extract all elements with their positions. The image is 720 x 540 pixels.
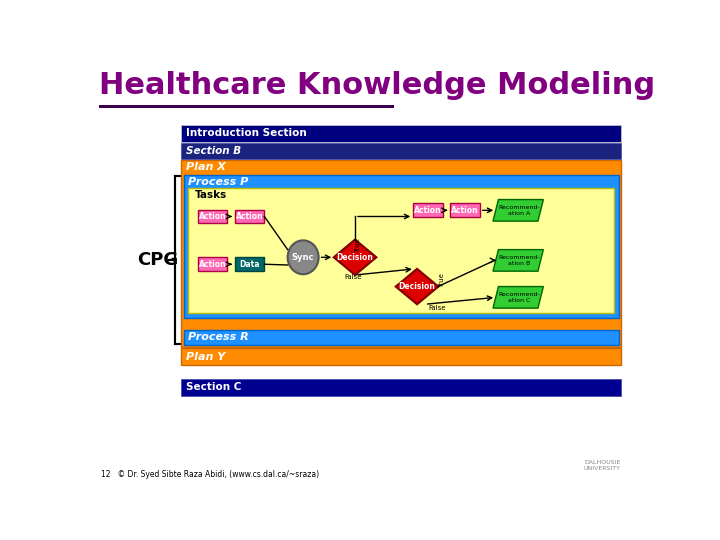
- Text: Action: Action: [414, 206, 441, 215]
- Ellipse shape: [287, 240, 319, 274]
- Text: Recommend-
ation B: Recommend- ation B: [498, 255, 540, 266]
- Bar: [99, 105, 394, 108]
- Bar: [184, 330, 618, 345]
- Text: Action: Action: [199, 260, 226, 269]
- Text: Section B: Section B: [186, 146, 241, 156]
- Bar: [235, 257, 264, 271]
- Bar: [181, 348, 621, 365]
- Text: DALHOUSIE
UNIVERSITY: DALHOUSIE UNIVERSITY: [584, 460, 621, 470]
- Text: Action: Action: [451, 206, 479, 215]
- Bar: [413, 204, 443, 217]
- Text: Healthcare Knowledge Modeling: Healthcare Knowledge Modeling: [99, 71, 655, 100]
- Text: Plan Y: Plan Y: [186, 352, 225, 362]
- Text: False: False: [344, 274, 361, 280]
- Polygon shape: [396, 269, 438, 304]
- Text: Decision: Decision: [337, 253, 374, 262]
- Text: Action: Action: [199, 212, 226, 221]
- Bar: [184, 175, 618, 318]
- Polygon shape: [493, 249, 544, 271]
- Bar: [198, 257, 228, 271]
- Text: False: False: [428, 305, 446, 310]
- Text: Introduction Section: Introduction Section: [186, 129, 307, 138]
- Text: True: True: [355, 238, 361, 253]
- Polygon shape: [493, 287, 544, 308]
- Text: 12   © Dr. Syed Sibte Raza Abidi, (www.cs.dal.ca/~sraza): 12 © Dr. Syed Sibte Raza Abidi, (www.cs.…: [101, 470, 319, 479]
- Text: Process P: Process P: [189, 177, 248, 187]
- Bar: [181, 379, 621, 396]
- Bar: [181, 125, 621, 142]
- Text: Decision: Decision: [399, 282, 436, 291]
- Bar: [189, 188, 614, 313]
- Bar: [181, 143, 621, 159]
- Bar: [198, 210, 228, 224]
- Text: Process R: Process R: [189, 333, 249, 342]
- Text: Tasks: Tasks: [194, 190, 227, 200]
- Polygon shape: [334, 240, 377, 275]
- Bar: [235, 210, 264, 224]
- Text: Action: Action: [236, 212, 264, 221]
- Bar: [451, 204, 480, 217]
- Text: Data: Data: [239, 260, 260, 269]
- Text: Section C: Section C: [186, 382, 241, 393]
- Bar: [181, 160, 621, 347]
- Text: CPG: CPG: [138, 251, 179, 269]
- Text: True: True: [439, 273, 445, 288]
- Text: Sync: Sync: [292, 253, 315, 262]
- Text: Recommend-
ation C: Recommend- ation C: [498, 292, 540, 303]
- Text: Plan X: Plan X: [186, 162, 226, 172]
- Text: Recommend-
ation A: Recommend- ation A: [498, 205, 540, 215]
- Polygon shape: [493, 200, 544, 221]
